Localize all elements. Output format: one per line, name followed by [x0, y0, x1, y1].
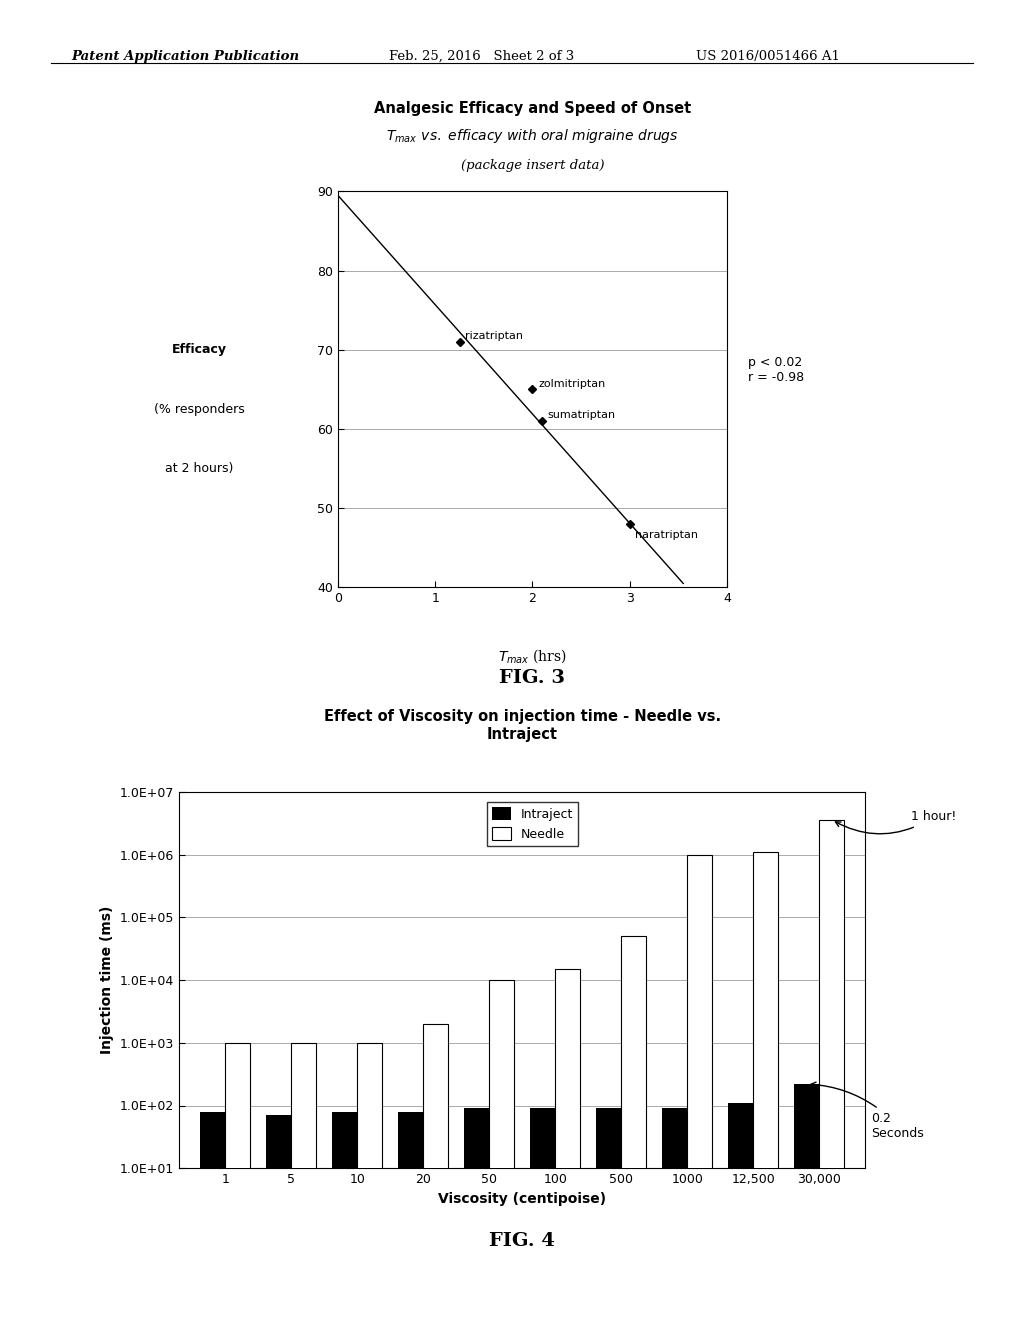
Bar: [663, 1109, 687, 1320]
Bar: [201, 1111, 225, 1320]
Bar: [489, 979, 514, 1320]
Bar: [728, 1104, 753, 1320]
Text: 1 hour!: 1 hour!: [836, 810, 956, 834]
Bar: [332, 1111, 357, 1320]
Text: Efficacy: Efficacy: [172, 343, 227, 356]
Text: $\mathit{T}_{max}$ $\mathit{vs.\ efficacy\ with\ oral\ migraine\ drugs}$: $\mathit{T}_{max}$ $\mathit{vs.\ efficac…: [386, 127, 679, 145]
Text: Feb. 25, 2016   Sheet 2 of 3: Feb. 25, 2016 Sheet 2 of 3: [389, 50, 574, 63]
Text: rizatriptan: rizatriptan: [465, 331, 523, 341]
Text: 0.2
Seconds: 0.2 Seconds: [811, 1082, 924, 1139]
Bar: [596, 1109, 622, 1320]
Bar: [225, 1043, 251, 1320]
Bar: [622, 936, 646, 1320]
Text: Effect of Viscosity on injection time - Needle vs.
Intraject: Effect of Viscosity on injection time - …: [324, 709, 721, 742]
Bar: [357, 1043, 382, 1320]
Bar: [530, 1109, 555, 1320]
Text: US 2016/0051466 A1: US 2016/0051466 A1: [696, 50, 841, 63]
Bar: [266, 1115, 292, 1320]
Legend: Intraject, Needle: Intraject, Needle: [487, 803, 579, 846]
Bar: [555, 969, 581, 1320]
Bar: [687, 855, 713, 1320]
X-axis label: Viscosity (centipoise): Viscosity (centipoise): [438, 1192, 606, 1205]
Text: Patent Application Publication: Patent Application Publication: [72, 50, 300, 63]
Bar: [819, 820, 844, 1320]
Bar: [464, 1109, 489, 1320]
Text: zolmitriptan: zolmitriptan: [538, 379, 605, 388]
Text: naratriptan: naratriptan: [635, 529, 698, 540]
Text: (% responders: (% responders: [155, 403, 245, 416]
Text: Analgesic Efficacy and Speed of Onset: Analgesic Efficacy and Speed of Onset: [374, 102, 691, 116]
Bar: [794, 1084, 819, 1320]
Text: (package insert data): (package insert data): [461, 158, 604, 172]
Bar: [423, 1024, 449, 1320]
Text: $\mathit{T}_{max}$ (hrs): $\mathit{T}_{max}$ (hrs): [498, 647, 567, 664]
Text: p < 0.02
r = -0.98: p < 0.02 r = -0.98: [748, 355, 804, 384]
Bar: [398, 1111, 423, 1320]
Bar: [292, 1043, 316, 1320]
Text: FIG. 3: FIG. 3: [500, 669, 565, 688]
Text: at 2 hours): at 2 hours): [166, 462, 233, 475]
Text: FIG. 4: FIG. 4: [489, 1232, 555, 1250]
Y-axis label: Injection time (ms): Injection time (ms): [100, 906, 115, 1055]
Bar: [753, 853, 778, 1320]
Text: sumatriptan: sumatriptan: [548, 411, 615, 420]
